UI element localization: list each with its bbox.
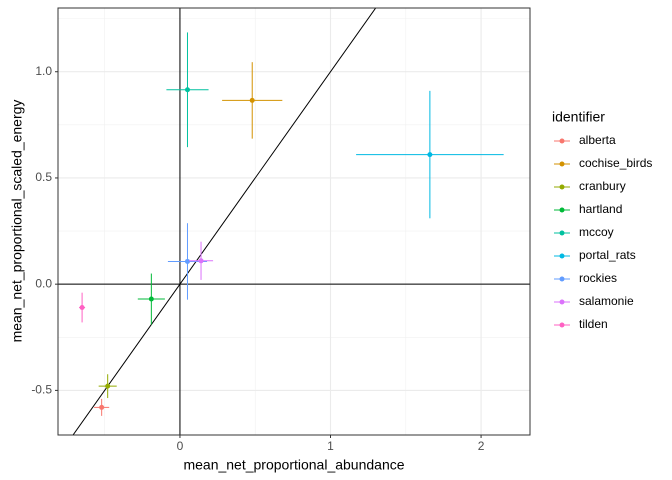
x-axis-label: mean_net_proportional_abundance — [183, 457, 404, 473]
legend-key-point — [559, 253, 565, 259]
point — [148, 296, 154, 302]
legend-label: salamonie — [579, 294, 634, 308]
legend-label: cranbury — [579, 179, 626, 193]
legend-label: portal_rats — [579, 248, 636, 262]
legend-key-point — [559, 138, 565, 144]
legend-key-point — [559, 184, 565, 190]
x-tick-label: 1 — [327, 439, 334, 453]
point — [184, 87, 190, 93]
panel-border — [57, 7, 531, 436]
y-axis-label: mean_net_proportional_scaled_energy — [9, 100, 25, 343]
legend-label: hartland — [579, 202, 622, 216]
legend-label: cochise_birds — [579, 156, 652, 170]
point — [79, 305, 85, 311]
plot-background — [58, 8, 530, 435]
point — [105, 383, 111, 389]
point — [198, 258, 204, 264]
legend-key-point — [559, 161, 565, 167]
x-tick-label: 2 — [478, 439, 485, 453]
legend-key-point — [559, 322, 565, 328]
point — [99, 404, 105, 410]
legend-key-point — [559, 207, 565, 213]
legend-key-point — [559, 276, 565, 282]
reference-line — [72, 8, 377, 435]
point — [427, 152, 433, 158]
legend-title: identifier — [552, 109, 605, 125]
legend-label: rockies — [579, 271, 617, 285]
y-tick-label: 0.5 — [35, 170, 52, 184]
x-tick-label: 0 — [177, 439, 184, 453]
legend-label: alberta — [579, 133, 616, 147]
y-tick-label: 1.0 — [35, 64, 52, 78]
point — [249, 97, 255, 103]
point — [184, 258, 190, 264]
legend-key-point — [559, 299, 565, 305]
legend-key-point — [559, 230, 565, 236]
y-tick-label: 0.0 — [35, 276, 52, 290]
legend-label: mccoy — [579, 225, 614, 239]
y-tick-label: -0.5 — [31, 383, 52, 397]
legend-label: tilden — [579, 317, 608, 331]
